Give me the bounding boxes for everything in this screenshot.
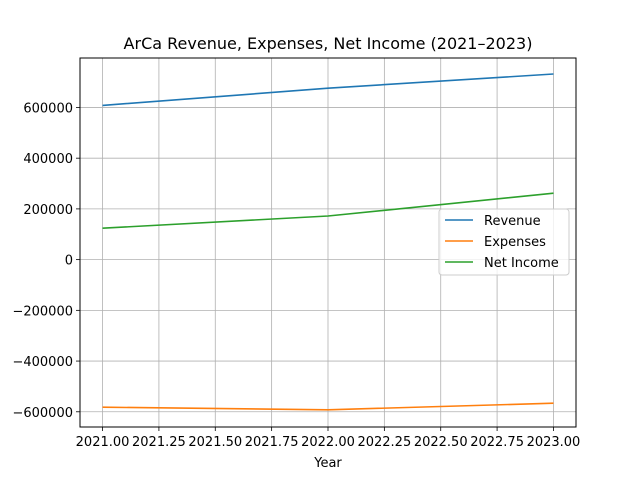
legend: Revenue Expenses Net Income xyxy=(438,208,570,276)
x-tick-label: 2022.75 xyxy=(470,435,524,450)
y-tick-label: 0 xyxy=(65,254,73,269)
y-tick-label: −600000 xyxy=(12,406,73,421)
x-axis-ticks: 2021.00 2021.25 2021.50 2021.75 2022.00 2022.… xyxy=(76,427,581,450)
x-axis-label: Year xyxy=(313,456,342,471)
x-tick-label: 2021.00 xyxy=(76,435,130,450)
x-tick-label: 2021.25 xyxy=(132,435,186,450)
x-tick-label: 2022.00 xyxy=(301,435,355,450)
x-tick-label: 2023.00 xyxy=(527,435,581,450)
net-income-line xyxy=(102,192,554,229)
x-tick-label: 2022.50 xyxy=(414,435,468,450)
x-tick-label: 2021.75 xyxy=(245,435,299,450)
y-tick-label: −400000 xyxy=(12,355,73,370)
y-tick-label: −200000 xyxy=(12,304,73,319)
x-tick-label: 2022.25 xyxy=(357,435,411,450)
revenue-line xyxy=(102,73,554,107)
legend-label-net-income: Net Income xyxy=(484,256,559,271)
legend-label-revenue: Revenue xyxy=(484,214,541,229)
y-axis-ticks: 600000 400000 200000 0 −200000 −400000 −600000 xyxy=(12,101,80,421)
y-tick-label: 200000 xyxy=(23,203,73,218)
chart-title: ArCa Revenue, Expenses, Net Income (2021… xyxy=(124,34,533,53)
y-tick-label: 600000 xyxy=(23,101,73,116)
y-tick-label: 400000 xyxy=(23,152,73,167)
x-tick-label: 2021.50 xyxy=(188,435,242,450)
expenses-line xyxy=(102,402,554,411)
legend-box xyxy=(438,208,570,276)
legend-label-expenses: Expenses xyxy=(484,235,546,250)
series-lines xyxy=(102,73,554,411)
